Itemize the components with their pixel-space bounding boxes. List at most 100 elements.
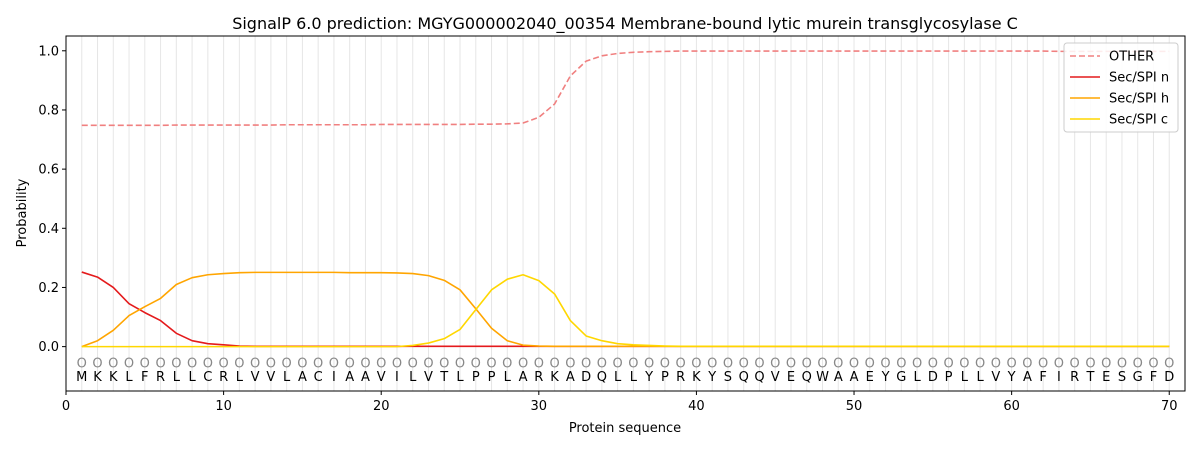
annotation-symbol: O <box>1070 356 1080 371</box>
sequence-residue: Y <box>707 370 716 385</box>
sequence-residue: P <box>488 370 496 385</box>
sequence-residue: E <box>1102 370 1110 385</box>
annotation-symbol: O <box>549 356 559 371</box>
x-axis-label: Protein sequence <box>569 421 681 436</box>
annotation-symbol: O <box>392 356 402 371</box>
sequence-residue: L <box>283 370 291 385</box>
y-tick-label: 0.0 <box>38 340 59 355</box>
annotation-symbol: O <box>581 356 591 371</box>
annotation-symbol: O <box>439 356 449 371</box>
sequence-residue: I <box>332 370 336 385</box>
x-tick-label: 0 <box>62 399 70 414</box>
sequence-residue: P <box>945 370 953 385</box>
sequence-residue: A <box>834 370 843 385</box>
annotation-symbol: O <box>203 356 213 371</box>
sequence-residue: L <box>504 370 512 385</box>
y-tick-label: 0.2 <box>38 281 59 296</box>
sequence-residue: A <box>298 370 307 385</box>
annotation-symbol: O <box>817 356 827 371</box>
sequence-residue: F <box>141 370 148 385</box>
sequence-residue: G <box>1133 370 1143 385</box>
sequence-residue: Y <box>1007 370 1016 385</box>
annotation-symbol: O <box>1007 356 1017 371</box>
sequence-residue: A <box>850 370 859 385</box>
annotation-symbol: O <box>92 356 102 371</box>
sequence-residue: V <box>266 370 275 385</box>
sequence-residue: I <box>395 370 399 385</box>
sequence-residue: L <box>409 370 417 385</box>
annotation-symbol: O <box>770 356 780 371</box>
annotation-symbol: O <box>502 356 512 371</box>
sequence-residue: A <box>361 370 370 385</box>
annotation-symbol: O <box>849 356 859 371</box>
annotation-symbol: O <box>218 356 228 371</box>
annotation-symbol: O <box>171 356 181 371</box>
sequence-residue: A <box>519 370 528 385</box>
sequence-residue: D <box>928 370 938 385</box>
annotation-symbol: O <box>1148 356 1158 371</box>
annotation-symbol: O <box>471 356 481 371</box>
annotation-symbol: O <box>802 356 812 371</box>
sequence-residue: W <box>816 370 829 385</box>
annotation-symbol: O <box>991 356 1001 371</box>
annotation-symbol: O <box>1117 356 1127 371</box>
sequence-residue: L <box>630 370 638 385</box>
sequence-residue: D <box>581 370 591 385</box>
sequence-residue: R <box>1070 370 1079 385</box>
annotation-symbol: O <box>1022 356 1032 371</box>
annotation-symbol: O <box>959 356 969 371</box>
sequence-residue: S <box>724 370 732 385</box>
sequence-residue: K <box>692 370 701 385</box>
sequence-annotation-layer: OMOKOKOLOFOROLOLOCOROLOVOVOLOAOCOIOAOAOV… <box>76 356 1174 385</box>
annotation-symbol: O <box>613 356 623 371</box>
y-tick-label: 0.8 <box>38 103 59 118</box>
series-line-2 <box>81 271 1170 348</box>
grid-layer <box>81 36 1170 391</box>
annotation-symbol: O <box>943 356 953 371</box>
sequence-residue: T <box>1085 370 1094 385</box>
annotation-symbol: O <box>833 356 843 371</box>
annotation-symbol: O <box>282 356 292 371</box>
annotation-symbol: O <box>423 356 433 371</box>
annotation-symbol: O <box>77 356 87 371</box>
annotation-symbol: O <box>297 356 307 371</box>
sequence-residue: Q <box>754 370 764 385</box>
x-tick-label: 60 <box>1003 399 1020 414</box>
annotation-symbol: O <box>376 356 386 371</box>
sequence-residue: L <box>236 370 244 385</box>
sequence-residue: K <box>109 370 118 385</box>
y-tick-label: 0.6 <box>38 163 59 178</box>
sequence-residue: Q <box>802 370 812 385</box>
annotation-symbol: O <box>108 356 118 371</box>
sequence-residue: M <box>76 370 87 385</box>
sequence-residue: L <box>913 370 921 385</box>
annotation-symbol: O <box>896 356 906 371</box>
annotation-symbol: O <box>360 356 370 371</box>
annotation-symbol: O <box>644 356 654 371</box>
sequence-residue: A <box>345 370 354 385</box>
y-axis-label: Probability <box>15 178 30 247</box>
sequence-residue: A <box>566 370 575 385</box>
annotation-symbol: O <box>723 356 733 371</box>
annotation-symbol: O <box>124 356 134 371</box>
sequence-residue: T <box>439 370 448 385</box>
sequence-residue: K <box>550 370 559 385</box>
annotation-symbol: O <box>250 356 260 371</box>
y-tick-label: 1.0 <box>38 44 59 59</box>
sequence-residue: E <box>787 370 795 385</box>
sequence-residue: A <box>1023 370 1032 385</box>
sequence-residue: L <box>976 370 984 385</box>
annotation-symbol: O <box>155 356 165 371</box>
annotation-symbol: O <box>1054 356 1064 371</box>
sequence-residue: D <box>1164 370 1174 385</box>
sequence-residue: R <box>219 370 228 385</box>
sequence-residue: V <box>771 370 780 385</box>
annotation-symbol: O <box>628 356 638 371</box>
sequence-residue: P <box>472 370 480 385</box>
sequence-residue: Q <box>597 370 607 385</box>
annotation-symbol: O <box>1164 356 1174 371</box>
legend-label: Sec/SPI c <box>1109 113 1168 128</box>
annotation-symbol: O <box>660 356 670 371</box>
sequence-residue: V <box>377 370 386 385</box>
annotation-symbol: O <box>676 356 686 371</box>
